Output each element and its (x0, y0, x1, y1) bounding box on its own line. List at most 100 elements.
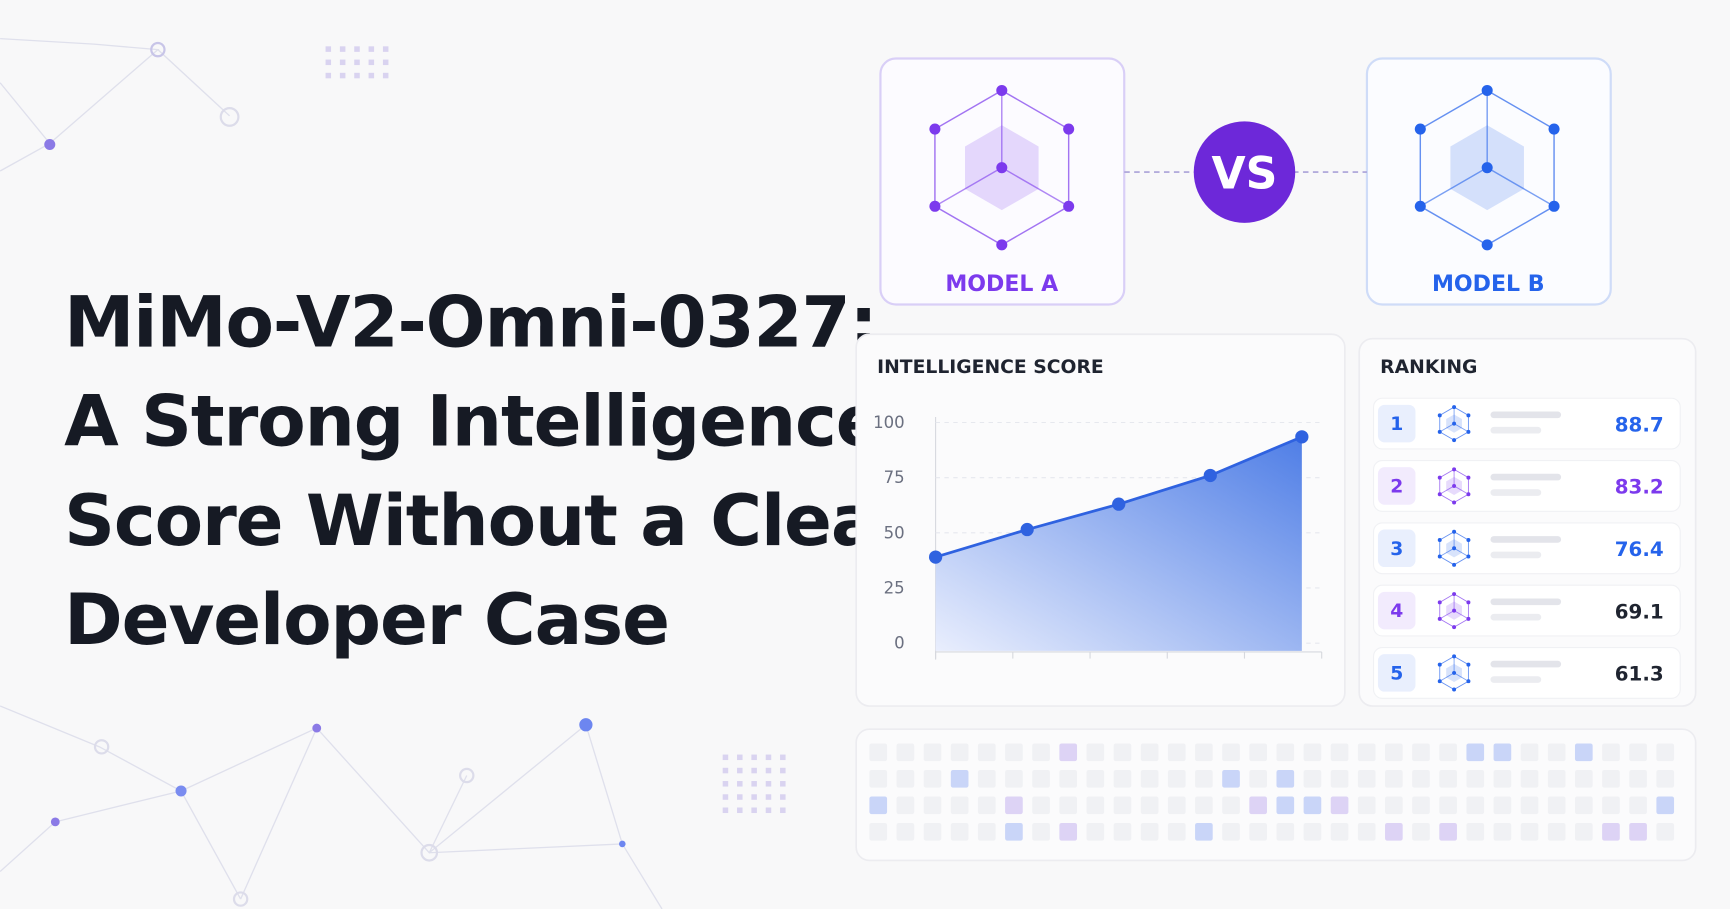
icon-edge (1453, 547, 1469, 557)
tile (1330, 770, 1349, 788)
grid-dot (780, 794, 786, 800)
placeholder-bar (1490, 536, 1562, 543)
point (1020, 522, 1034, 537)
icon-edge (934, 167, 1003, 207)
tile (1493, 822, 1512, 841)
tile (1140, 743, 1159, 762)
tile (1222, 743, 1240, 762)
tile (1303, 743, 1322, 762)
grid-dot (765, 754, 772, 761)
rank-number: 1 (1390, 414, 1403, 435)
tile (950, 822, 969, 841)
tile (1167, 822, 1186, 841)
rank-score: 61.3 (1615, 663, 1664, 686)
icon-dot (1481, 84, 1493, 96)
icon-dot (1452, 654, 1457, 659)
rank-score: 76.4 (1615, 538, 1664, 561)
ranking-title: RANKING (1380, 357, 1477, 378)
grid-dot (751, 807, 757, 814)
tile (1412, 770, 1430, 788)
tile (1656, 796, 1675, 815)
tile (1520, 770, 1539, 788)
tile (1222, 770, 1240, 788)
tile (1412, 822, 1430, 841)
grid-dot (382, 46, 389, 52)
grid-dot (368, 72, 375, 79)
chart: 0 25 50 75 100 (873, 413, 1323, 660)
icon-edge (1486, 167, 1555, 207)
placeholder-bar (1490, 411, 1562, 419)
tile (1656, 743, 1675, 762)
tile (1629, 822, 1647, 841)
tile (923, 770, 942, 788)
tile (1195, 743, 1213, 762)
grid-dot (765, 807, 772, 814)
tile (1330, 743, 1349, 762)
grid-dot (722, 754, 729, 761)
tile (1602, 770, 1620, 788)
vs-text: VS (1212, 149, 1278, 200)
tile (1330, 796, 1349, 815)
tile (1330, 822, 1349, 841)
tile (1195, 796, 1213, 815)
icon-dot (1452, 529, 1457, 534)
placeholder-bar (1490, 426, 1542, 434)
rank-badge (1377, 467, 1416, 505)
point (1112, 497, 1126, 511)
icon-dot (1414, 123, 1426, 135)
vs-badge (1193, 121, 1296, 223)
grid-dot (354, 59, 360, 66)
tile (1140, 822, 1159, 841)
tile (869, 796, 888, 815)
tile (1032, 770, 1050, 788)
tile (1303, 770, 1322, 788)
rank-number: 5 (1390, 664, 1403, 685)
tile (1520, 796, 1539, 815)
icon-dot (1548, 123, 1560, 135)
tile (1113, 796, 1132, 815)
point (1203, 468, 1217, 483)
headline: MiMo-V2-Omni-0327: A Strong Intelligence… (64, 280, 913, 661)
tile (1357, 796, 1376, 815)
tile (950, 743, 969, 762)
tile (1303, 796, 1322, 815)
grid-dot (765, 781, 772, 787)
tile (1005, 822, 1023, 841)
icon-dot (1466, 538, 1471, 542)
tile (1086, 743, 1105, 762)
grid-dot (368, 46, 375, 52)
icon-dot (1452, 438, 1457, 443)
icon-dot (1437, 662, 1442, 667)
icon-dot (929, 123, 941, 135)
tile (1466, 743, 1485, 762)
dot-grid-decor (325, 46, 786, 814)
grid-dot (722, 781, 729, 787)
grid-dot (780, 781, 786, 787)
icon-dot (996, 239, 1008, 251)
placeholder-bar (1490, 473, 1562, 481)
placeholder-bar (1490, 660, 1562, 668)
tile (923, 743, 942, 762)
tile (1005, 743, 1023, 762)
rank-row (1373, 397, 1681, 450)
icon-dot (1466, 429, 1471, 434)
tile (1602, 743, 1620, 762)
rank-number: 4 (1390, 601, 1403, 622)
icon-dot (1466, 492, 1471, 497)
tile (950, 770, 969, 788)
grid-dot (751, 794, 757, 800)
icon-dot (1466, 413, 1471, 418)
icon-dot (1437, 429, 1442, 434)
grid-dot (325, 46, 332, 52)
tile (1113, 822, 1132, 841)
icon-dot (1452, 625, 1457, 630)
title-line: A Strong Intelligence (64, 380, 882, 463)
icon-dot (1466, 600, 1471, 605)
point (1295, 430, 1309, 444)
tile (1602, 796, 1620, 815)
tile (1385, 822, 1403, 841)
grid-dot (354, 72, 360, 79)
tile (977, 822, 996, 841)
icon-edge (1001, 167, 1070, 207)
